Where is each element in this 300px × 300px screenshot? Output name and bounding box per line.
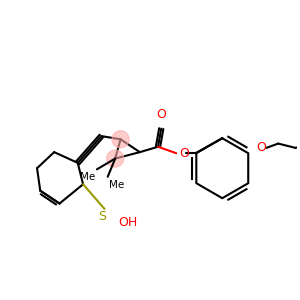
Text: O: O bbox=[179, 147, 189, 160]
Circle shape bbox=[112, 131, 129, 148]
Text: Me: Me bbox=[80, 172, 95, 182]
Text: OH: OH bbox=[118, 216, 138, 229]
Text: Me: Me bbox=[109, 180, 124, 190]
Text: O: O bbox=[156, 108, 166, 121]
Circle shape bbox=[106, 150, 124, 167]
Text: S: S bbox=[98, 210, 106, 223]
Text: O: O bbox=[256, 141, 266, 154]
